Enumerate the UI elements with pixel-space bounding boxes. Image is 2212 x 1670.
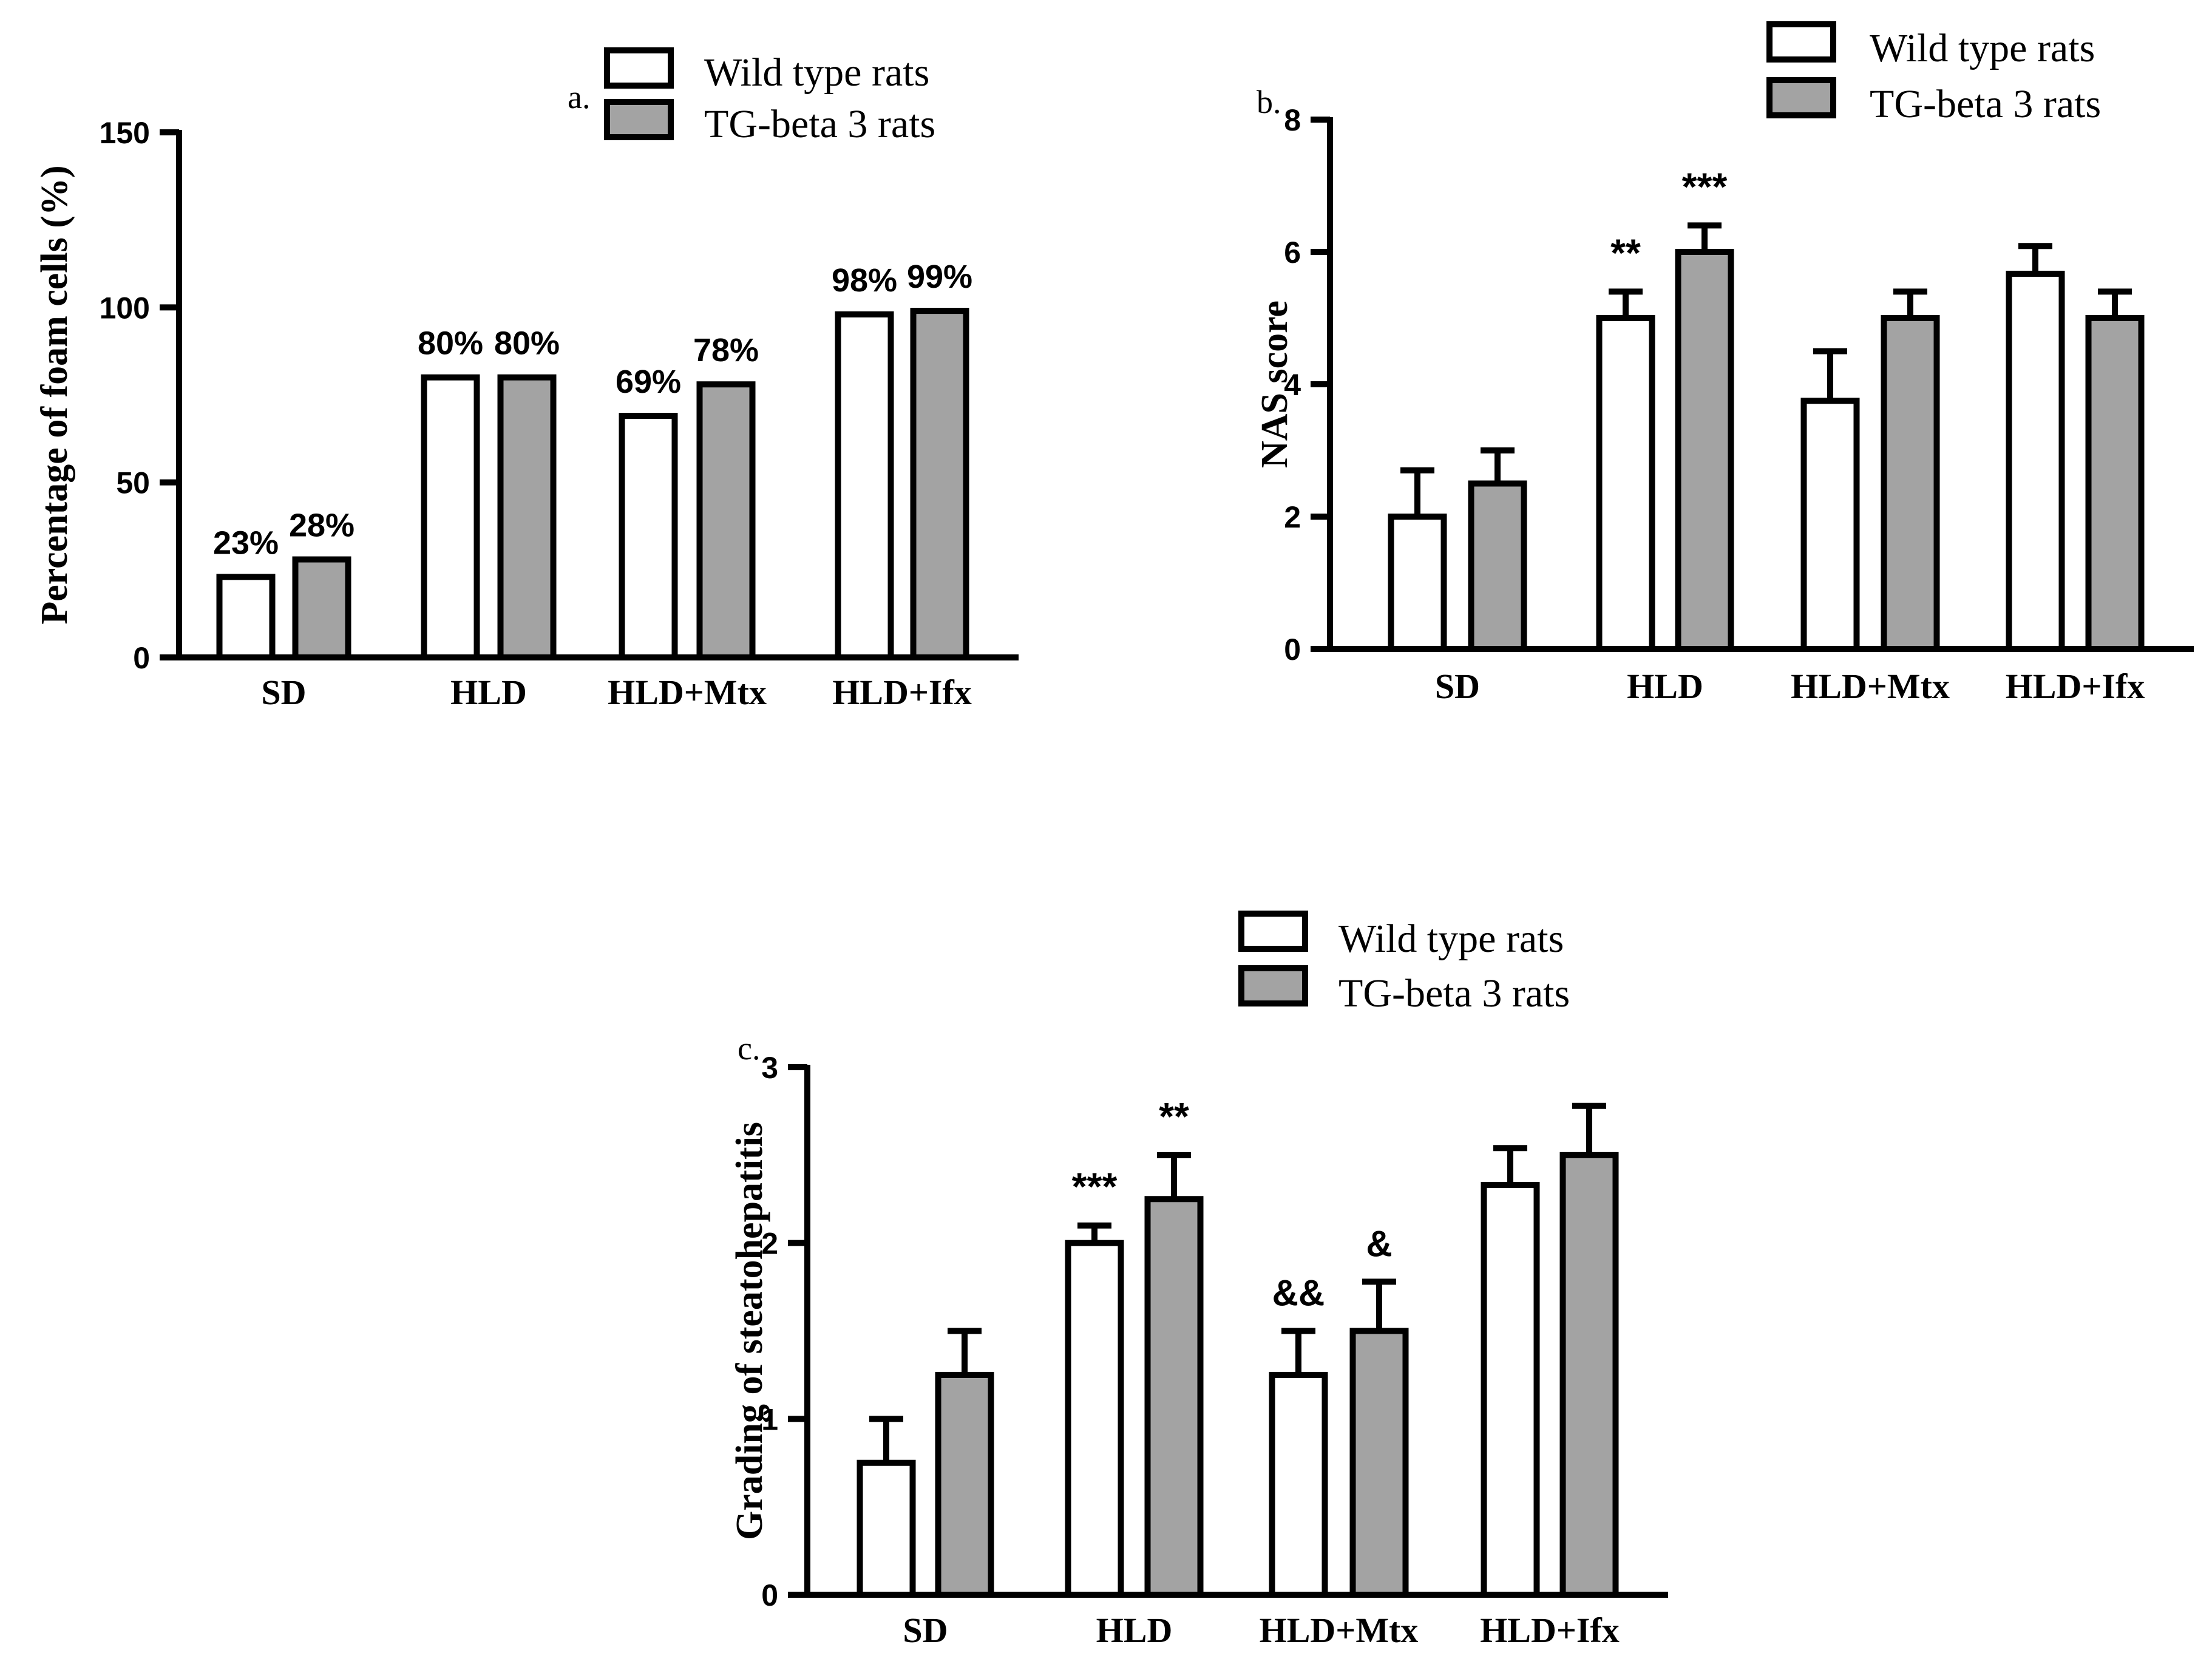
legend-label: TG-beta 3 rats — [1338, 971, 1570, 1016]
legend-label: TG-beta 3 rats — [704, 102, 935, 146]
bar-wild-type — [1388, 514, 1447, 652]
y-tick-label: 0 — [133, 641, 150, 675]
bar-tg-beta3 — [1559, 1152, 1619, 1598]
data-label: 69% — [616, 364, 681, 400]
legend-label: Wild type rats — [1338, 917, 1564, 961]
category-label: HLD — [450, 673, 527, 712]
legend-swatch-wild-type — [1238, 911, 1308, 952]
category-label: HLD+Ifx — [2006, 667, 2145, 706]
category-label: HLD+Mtx — [1791, 667, 1950, 706]
panel-label: a. — [568, 79, 590, 115]
bar-wild-type — [2006, 270, 2065, 653]
y-tick-label: 150 — [100, 116, 150, 150]
bar-wild-type — [421, 374, 480, 661]
category-label: SD — [903, 1611, 948, 1650]
legend-swatch-tg-beta3 — [604, 99, 674, 140]
y-tick-label: 2 — [1284, 500, 1301, 534]
significance-mark: & — [1366, 1223, 1392, 1264]
y-tick-label: 6 — [1284, 236, 1301, 270]
bar-tg-beta3 — [1675, 249, 1734, 652]
chart-panel-b: b. Wild type rats TG-beta 3 rats 0 2 4 6 8 NAS s… — [1254, 21, 2194, 706]
bar-tg-beta3 — [696, 381, 756, 660]
data-label: 99% — [907, 259, 972, 295]
significance-mark: *** — [1682, 165, 1728, 208]
legend-swatch-wild-type — [604, 47, 674, 89]
bar-wild-type — [835, 311, 894, 660]
panel-label: b. — [1257, 84, 1281, 120]
legend-swatch-tg-beta3 — [1238, 965, 1308, 1006]
bar-wild-type — [216, 574, 276, 660]
data-label: 78% — [693, 332, 759, 368]
legend-label: Wild type rats — [704, 50, 929, 95]
bar-tg-beta3 — [910, 308, 969, 660]
category-label: HLD — [1627, 667, 1703, 706]
y-tick-label: 4 — [1284, 368, 1301, 402]
bar-tg-beta3 — [935, 1371, 994, 1598]
chart-panel-a: a. Wild type rats TG-beta 3 rats 0 50 100 150 P… — [34, 47, 1019, 712]
category-label: HLD — [1096, 1611, 1173, 1650]
bar-wild-type — [1481, 1182, 1540, 1598]
y-tick-label: 0 — [1284, 633, 1301, 667]
legend-swatch-wild-type — [1766, 21, 1836, 63]
bar-tg-beta3 — [497, 374, 557, 661]
bar-tg-beta3 — [1881, 315, 1940, 652]
y-axis-label: Grading of steatohepatitis — [729, 1122, 770, 1540]
panel-label: c. — [738, 1030, 760, 1067]
data-label: 98% — [832, 262, 897, 299]
bar-wild-type — [619, 413, 678, 660]
y-tick-label: 1 — [761, 1402, 778, 1436]
category-label: SD — [261, 673, 306, 712]
bar-wild-type — [1800, 398, 1860, 652]
significance-mark: *** — [1072, 1165, 1118, 1209]
bar-wild-type — [1269, 1371, 1328, 1598]
bar-wild-type — [857, 1459, 916, 1598]
significance-mark: ** — [1610, 231, 1641, 274]
legend-label: Wild type rats — [1870, 26, 2095, 70]
category-label: HLD+Mtx — [608, 673, 767, 712]
data-label: 80% — [494, 325, 560, 362]
bar-tg-beta3 — [1468, 480, 1527, 652]
bar-tg-beta3 — [2085, 315, 2145, 652]
y-tick-label: 50 — [116, 466, 150, 500]
legend-swatch-tg-beta3 — [1766, 77, 1836, 118]
y-tick-label: 8 — [1284, 103, 1301, 137]
legend-label: TG-beta 3 rats — [1870, 82, 2101, 126]
data-label: 23% — [213, 524, 279, 561]
y-tick-label: 100 — [100, 291, 150, 325]
category-label: SD — [1435, 667, 1480, 706]
y-axis-label: NAS score — [1254, 300, 1295, 468]
significance-mark: && — [1272, 1273, 1325, 1314]
data-label: 80% — [418, 325, 483, 362]
bar-tg-beta3 — [292, 556, 351, 660]
bar-wild-type — [1596, 315, 1655, 652]
bar-tg-beta3 — [1349, 1328, 1409, 1598]
y-tick-label: 2 — [761, 1227, 778, 1261]
y-axis-label: Percentage of foam cells (%) — [34, 165, 75, 624]
bar-tg-beta3 — [1144, 1196, 1204, 1598]
y-tick-label: 0 — [761, 1578, 778, 1612]
category-label: HLD+Mtx — [1260, 1611, 1419, 1650]
chart-panel-c: c. Wild type rats TG-beta 3 rats 0 1 2 3 Gradin… — [729, 911, 1668, 1650]
bar-wild-type — [1065, 1240, 1124, 1598]
significance-mark: ** — [1159, 1095, 1189, 1138]
category-label: HLD+Ifx — [832, 673, 972, 712]
data-label: 28% — [289, 507, 355, 544]
y-tick-label: 3 — [761, 1051, 778, 1085]
category-label: HLD+Ifx — [1480, 1611, 1620, 1650]
